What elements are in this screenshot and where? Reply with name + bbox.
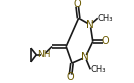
Text: O: O xyxy=(101,37,109,46)
Text: N: N xyxy=(81,52,89,62)
Text: O: O xyxy=(66,72,74,82)
Text: O: O xyxy=(73,0,81,9)
Text: NH: NH xyxy=(37,50,51,59)
Text: N: N xyxy=(86,20,94,30)
Text: CH₃: CH₃ xyxy=(90,65,106,74)
Text: CH₃: CH₃ xyxy=(98,14,113,23)
